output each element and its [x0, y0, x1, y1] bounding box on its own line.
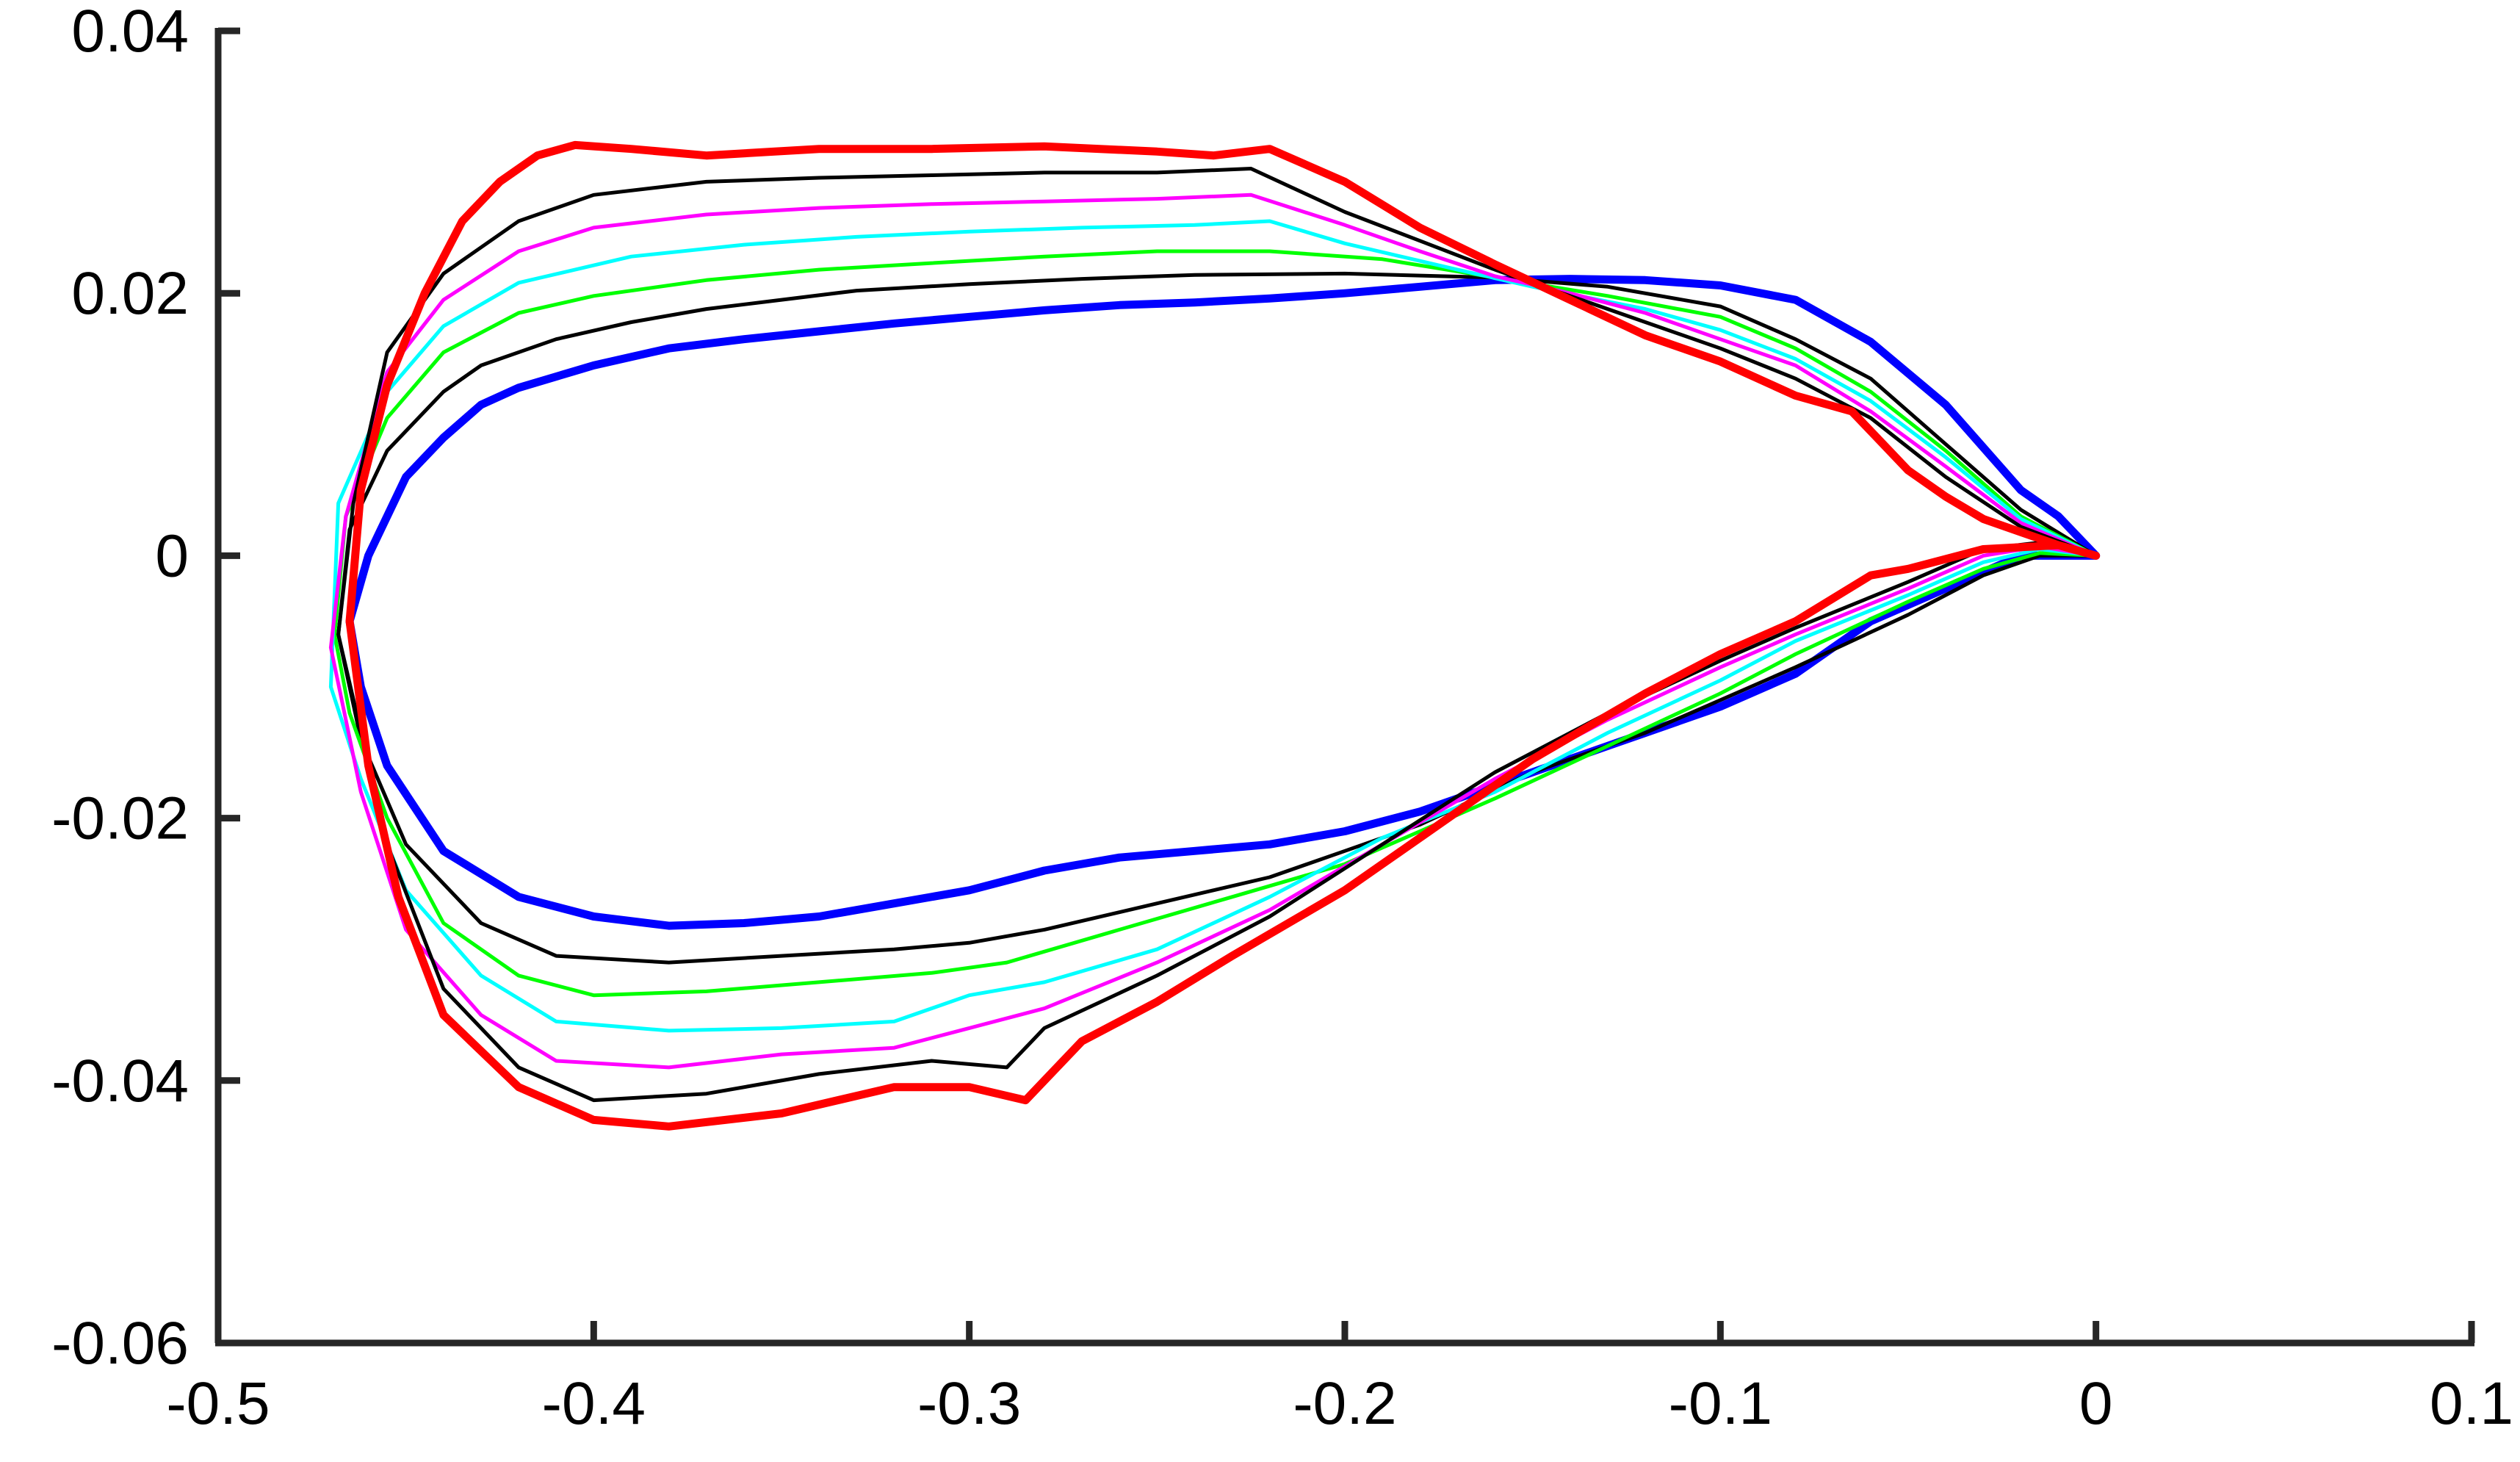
y-tick-label: -0.06 [51, 1310, 189, 1377]
axes-layer [214, 27, 2475, 1347]
x-tick-label: -0.4 [542, 1370, 646, 1437]
series-line-7 [345, 140, 2101, 1131]
tick-labels: -0.06 -0.04 -0.02 0 0.02 0.04 -0.5 -0.4 -0.3 -0.2… [51, 0, 2513, 1437]
y-tick-label: 0.04 [71, 0, 189, 65]
y-tick-label: -0.02 [51, 785, 189, 852]
x-tick-label: -0.1 [1669, 1370, 1772, 1437]
y-tick-label: -0.04 [51, 1048, 189, 1114]
y-tick-label: 0 [155, 522, 189, 589]
series-line-6 [336, 167, 2098, 1103]
series-line-4 [328, 219, 2098, 1033]
x-tick-label: -0.2 [1293, 1370, 1396, 1437]
series-layer [328, 140, 2101, 1131]
x-tick-label: -0.5 [166, 1370, 270, 1437]
x-tick-label: 0.1 [2430, 1370, 2513, 1437]
x-tick-label: -0.3 [917, 1370, 1021, 1437]
y-tick-label: 0.02 [71, 260, 189, 327]
series-line-5 [328, 192, 2098, 1070]
series-line-1 [345, 275, 2101, 930]
x-tick-label: 0 [2079, 1370, 2113, 1437]
series-line-3 [333, 249, 2098, 998]
